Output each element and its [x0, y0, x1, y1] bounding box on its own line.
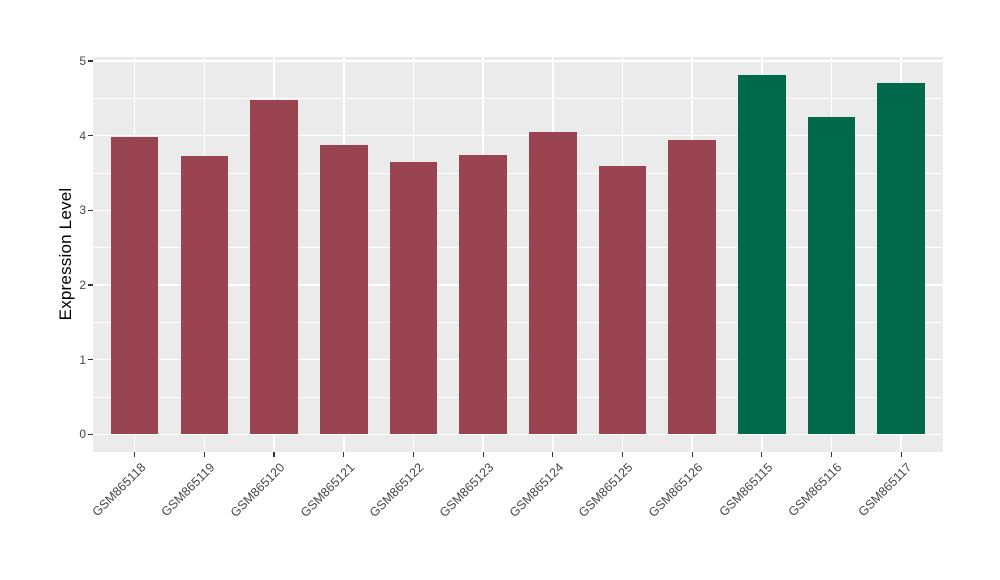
y-tick-mark [88, 284, 93, 286]
gridline-major [93, 284, 943, 286]
gridline-major [93, 209, 943, 212]
bar-GSM865120 [250, 99, 298, 435]
x-tick-label-GSM865122: GSM865122 [367, 460, 427, 520]
x-tick-mark [830, 452, 833, 457]
x-tick-mark [552, 452, 554, 457]
x-tick-label-GSM865124: GSM865124 [506, 460, 567, 520]
x-tick-label-GSM865119: GSM865119 [158, 460, 218, 520]
bar-GSM865123 [459, 155, 507, 435]
bar-GSM865125 [598, 166, 647, 435]
gridline-major [93, 433, 943, 436]
x-tick-mark [203, 452, 206, 457]
y-tick-label: 3 [79, 203, 86, 218]
gridline-major [93, 134, 943, 137]
y-tick-label: 5 [79, 54, 86, 69]
y-tick-mark [88, 60, 93, 62]
bar-GSM865118 [111, 137, 159, 435]
y-tick-mark [88, 433, 93, 435]
x-tick-mark [412, 452, 415, 457]
gridline-minor [93, 97, 943, 99]
bar-GSM865117 [877, 82, 925, 435]
x-tick-mark [621, 452, 624, 457]
x-tick-mark [482, 452, 484, 457]
y-tick-mark [88, 359, 93, 361]
gridline-major [93, 358, 943, 361]
gridline-minor [93, 247, 943, 249]
bar-GSM865119 [180, 155, 229, 435]
gridline-major [93, 60, 943, 62]
x-tick-label-GSM865125: GSM865125 [576, 460, 636, 520]
y-tick-label: 4 [79, 128, 86, 143]
bar-GSM865115 [738, 75, 786, 435]
x-tick-label-GSM865116: GSM865116 [785, 460, 845, 520]
gridline-minor [93, 172, 943, 174]
y-tick-mark [88, 135, 93, 137]
x-tick-mark [900, 452, 902, 457]
x-tick-mark [273, 452, 275, 457]
y-tick-label: 0 [79, 427, 86, 442]
plot-panel [93, 57, 943, 452]
gridline-minor [93, 396, 943, 398]
x-tick-label-GSM865121: GSM865121 [297, 460, 358, 520]
x-tick-label-GSM865123: GSM865123 [436, 460, 497, 520]
gridline-minor [93, 321, 943, 323]
x-tick-label-GSM865118: GSM865118 [89, 460, 149, 520]
x-tick-label-GSM865126: GSM865126 [645, 460, 706, 520]
y-tick-label: 1 [79, 352, 86, 367]
x-tick-mark [691, 452, 693, 457]
x-tick-mark [761, 452, 763, 457]
x-tick-mark [134, 452, 136, 457]
x-tick-label-GSM865120: GSM865120 [227, 460, 288, 520]
bar-GSM865122 [389, 161, 438, 435]
bar-GSM865116 [807, 117, 856, 435]
y-tick-mark [88, 209, 93, 211]
bar-GSM865121 [320, 145, 368, 435]
x-tick-mark [343, 452, 345, 457]
bar-GSM865126 [668, 140, 716, 435]
y-tick-label: 2 [79, 278, 86, 292]
x-tick-label-GSM865117: GSM865117 [855, 460, 915, 520]
x-tick-label-GSM865115: GSM865115 [716, 460, 776, 520]
bar-GSM865124 [529, 131, 577, 435]
